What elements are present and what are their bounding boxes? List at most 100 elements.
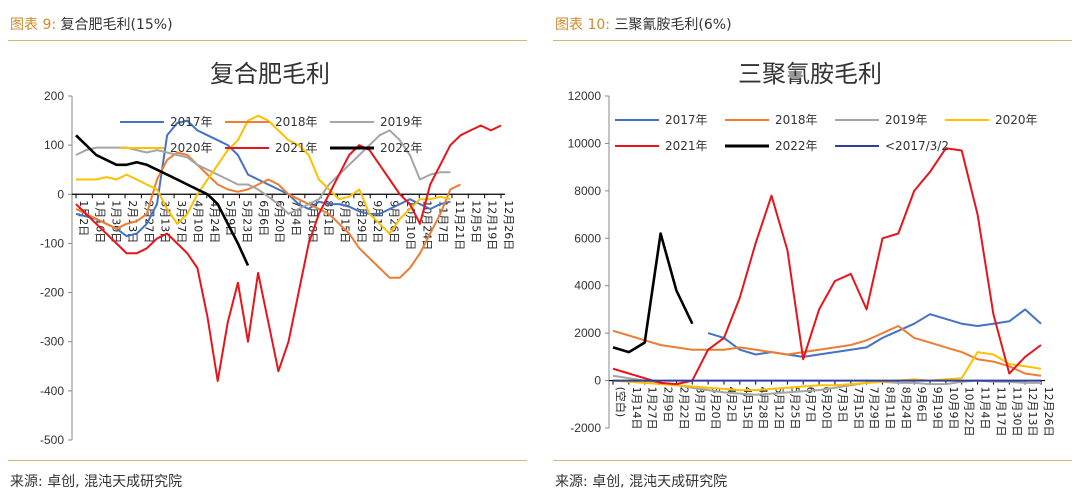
x-tick-label: 12月5日 xyxy=(469,200,482,243)
series-line xyxy=(75,151,461,279)
x-tick-label: 1月27日 xyxy=(646,387,659,430)
y-tick-label: 2000 xyxy=(574,326,601,340)
x-tick-label: 5月23日 xyxy=(240,200,253,243)
y-tick-label: 6000 xyxy=(574,231,601,245)
legend-label: 2021年 xyxy=(275,141,318,155)
legend-label: 2022年 xyxy=(380,141,423,155)
series-line xyxy=(707,308,1042,358)
x-tick-label: 7月15日 xyxy=(852,387,865,430)
legend-label: 2022年 xyxy=(775,139,818,153)
figure-number: 图表 9: xyxy=(10,17,57,33)
y-tick-label: -2000 xyxy=(570,421,601,435)
series-line xyxy=(612,325,1042,377)
figure-number: 图表 10: xyxy=(555,17,610,33)
x-tick-label: 4月15日 xyxy=(741,387,754,430)
y-tick-label: 200 xyxy=(44,89,64,103)
legend-label: 2017年 xyxy=(665,113,708,127)
series-line xyxy=(76,114,451,235)
legend-label: 2020年 xyxy=(995,113,1038,127)
x-tick-label: 5月9日 xyxy=(224,200,237,236)
y-tick-label: -200 xyxy=(40,286,64,300)
x-tick-label: 1月30日 xyxy=(110,200,123,243)
x-tick-label: 12月13日 xyxy=(1026,387,1039,437)
x-tick-label: 12月26日 xyxy=(1042,387,1055,437)
melamine-margin-chart: 三聚氰胺毛利 12000 10000 8000 6000 4000 2000 0 -2000 (空… xyxy=(568,60,1055,437)
figure-caption: 图表 10: 三聚氰胺毛利(6%) xyxy=(555,14,732,34)
x-tick-label: 6月7日 xyxy=(804,387,817,423)
x-tick-label: 10月22日 xyxy=(963,387,976,437)
source-note: 来源: 卓创, 混沌天成研究院 xyxy=(555,474,728,490)
x-tick-label: 7月3日 xyxy=(836,387,849,423)
x-tick-label: 11月4日 xyxy=(979,387,992,430)
source-divider xyxy=(8,460,527,461)
x-tick-label: 11月17日 xyxy=(994,387,1007,437)
y-tick-label: 10000 xyxy=(568,136,602,150)
x-tick-label: 12月19日 xyxy=(486,200,499,250)
x-tick-label: 7月18日 xyxy=(306,200,319,243)
source-divider xyxy=(553,460,1072,461)
x-tick-label: 11月21日 xyxy=(453,200,466,250)
y-tick-label: -300 xyxy=(40,335,64,349)
x-tick-label: 1月16日 xyxy=(93,200,106,243)
legend-label: <2017/3/2 xyxy=(885,139,949,153)
series-line xyxy=(75,129,451,215)
x-tick-label: 10月9日 xyxy=(947,387,960,430)
x-tick-label: 7月29日 xyxy=(868,387,881,430)
y-tick-label: -500 xyxy=(40,433,64,447)
x-tick-label: 4月2日 xyxy=(725,387,738,423)
figure-panel-melamine: 图表 10: 三聚氰胺毛利(6%) 三聚氰胺毛利 12000 10000 8000 60… xyxy=(545,0,1080,503)
x-tick-label: 5月25日 xyxy=(788,387,801,430)
x-tick-label: 6月20日 xyxy=(820,387,833,430)
figure-panel-fertilizer: 图表 9: 复合肥毛利(15%) 复合肥毛利 200 100 0 -100 -200 -30… xyxy=(0,0,535,503)
x-tick-label: (空白) xyxy=(614,387,628,418)
y-tick-label: 0 xyxy=(57,187,64,201)
y-tick-label: 100 xyxy=(44,138,64,152)
x-tick-label: 6月6日 xyxy=(257,200,270,236)
x-tick-label: 4月24日 xyxy=(208,200,221,243)
x-tick-label: 12月26日 xyxy=(502,200,515,250)
source-note: 来源: 卓创, 混沌天成研究院 xyxy=(10,474,183,490)
y-tick-label: -400 xyxy=(40,384,64,398)
series-line xyxy=(75,124,502,382)
series-line xyxy=(612,232,694,354)
x-tick-label: 9月19日 xyxy=(931,387,944,430)
x-tick-label: 3月27日 xyxy=(175,200,188,243)
y-tick-label: -100 xyxy=(40,236,64,250)
figure-title: 复合肥毛利(15%) xyxy=(60,17,173,33)
x-tick-label: 6月20日 xyxy=(273,200,286,243)
x-tick-label: 3月7日 xyxy=(693,387,706,423)
legend-label: 2019年 xyxy=(885,113,928,127)
x-tick-label: 11月30日 xyxy=(1010,387,1023,437)
legend-label: 2017年 xyxy=(170,115,213,129)
x-tick-label: 8月24日 xyxy=(899,387,912,430)
x-tick-label: 3月20日 xyxy=(709,387,722,430)
legend-label: 2019年 xyxy=(380,115,423,129)
x-tick-label: 8月1日 xyxy=(322,200,335,236)
x-tick-label: 9月6日 xyxy=(915,387,928,423)
x-tick-label: 8月11日 xyxy=(883,387,896,430)
chart-title: 三聚氰胺毛利 xyxy=(738,60,882,88)
legend-label: 2018年 xyxy=(275,115,318,129)
y-tick-label: 0 xyxy=(594,374,601,388)
legend-label: 2021年 xyxy=(665,139,708,153)
x-tick-label: 4月28日 xyxy=(757,387,770,430)
series-line xyxy=(612,351,1042,392)
x-tick-label: 2月22日 xyxy=(677,387,690,430)
legend-label: 2018年 xyxy=(775,113,818,127)
y-tick-label: 12000 xyxy=(568,89,602,103)
x-tick-label: 11月7日 xyxy=(437,200,450,243)
series-line xyxy=(75,134,250,267)
figure-caption: 图表 9: 复合肥毛利(15%) xyxy=(10,14,173,34)
y-tick-label: 8000 xyxy=(574,184,601,198)
figure-title: 三聚氰胺毛利(6%) xyxy=(614,17,732,33)
caption-divider xyxy=(8,40,527,41)
caption-divider xyxy=(553,40,1072,41)
legend-label: 2020年 xyxy=(170,141,213,155)
x-tick-label: 1月14日 xyxy=(630,387,643,430)
x-tick-label: 4月10日 xyxy=(191,200,204,243)
chart-title: 复合肥毛利 xyxy=(210,60,330,88)
x-tick-label: 5月12日 xyxy=(773,387,786,430)
series-line xyxy=(612,147,1042,386)
x-tick-label: 2月9日 xyxy=(662,387,675,423)
